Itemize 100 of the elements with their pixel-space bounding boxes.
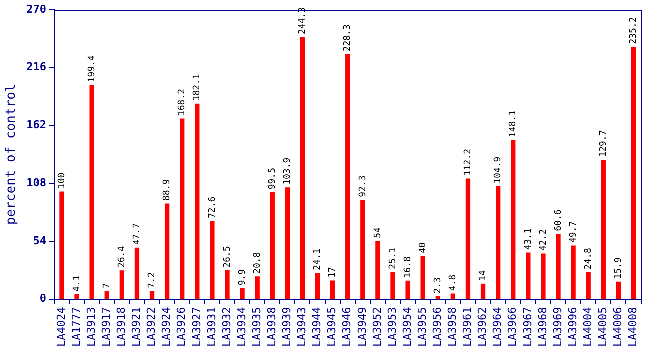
x-tick-label: LA3962 (476, 307, 490, 348)
bar (240, 288, 245, 300)
data-label: 104.9 (494, 156, 504, 184)
x-tick-label: LA3968 (536, 307, 550, 348)
bar (616, 282, 622, 300)
data-label: 17 (328, 267, 338, 278)
bar (180, 118, 185, 300)
data-label: 92.3 (358, 176, 368, 198)
data-label: 43.1 (524, 228, 534, 250)
x-tick-label: LA3958 (446, 307, 460, 348)
data-label: 168.2 (178, 88, 188, 116)
data-label: 24.8 (584, 248, 594, 270)
x-tick-label: LA3924 (160, 306, 174, 348)
bar (406, 280, 410, 300)
y-tick-label: 0 (40, 292, 46, 306)
x-tick-label: LA3935 (250, 307, 264, 348)
bar (300, 37, 306, 300)
x-tick-label: LA3913 (84, 307, 98, 348)
data-label: 129.7 (598, 130, 609, 158)
x-tick-label: LA3955 (416, 307, 429, 348)
data-label: 7.2 (148, 272, 158, 289)
data-label: 26.4 (118, 246, 128, 268)
x-tick-label: LA3943 (296, 307, 309, 348)
bar (164, 204, 170, 300)
bar (541, 254, 546, 300)
x-tick-label: LA4008 (626, 307, 640, 348)
x-tick-label: LA3954 (400, 306, 414, 348)
data-label: 20.8 (252, 252, 263, 274)
y-tick-label: 54 (33, 234, 47, 248)
data-label: 24.1 (313, 248, 324, 270)
data-label: 88.9 (162, 179, 173, 202)
data-label: 244.3 (298, 7, 308, 35)
x-tick-label: LA3996 (566, 307, 580, 348)
data-label: 26.5 (222, 246, 233, 268)
bar (450, 294, 456, 300)
x-tick-label: LA3932 (220, 307, 234, 348)
data-label: 4.8 (448, 274, 459, 292)
x-tick-label: LA3949 (356, 307, 369, 348)
bar (526, 252, 531, 300)
x-tick-label: LA3931 (205, 307, 218, 348)
x-tick-label: LA3918 (115, 307, 128, 348)
bar (480, 284, 486, 300)
data-label: 49.7 (568, 221, 579, 244)
data-label: 40 (418, 242, 428, 254)
bar (255, 276, 260, 300)
bar (571, 246, 576, 300)
x-tick-label: LA3956 (431, 307, 444, 348)
bar (195, 104, 200, 300)
bar (586, 272, 591, 300)
bar (74, 294, 80, 300)
bar (120, 270, 125, 300)
bar (285, 188, 290, 300)
bar (631, 46, 636, 300)
x-tick-label: LA3934 (235, 306, 248, 348)
x-tick-label: LA3926 (175, 307, 188, 348)
data-label: 7 (102, 283, 112, 289)
bar (556, 234, 561, 300)
x-tick-label: LA3917 (100, 307, 113, 348)
x-tick-label: LA3952 (370, 307, 384, 348)
x-tick-label: LA1777 (70, 307, 83, 348)
data-label: 2.3 (433, 278, 444, 294)
x-tick-label: LA3938 (265, 307, 278, 348)
data-label: 99.5 (268, 168, 278, 190)
x-tick-label: LA3969 (551, 307, 564, 348)
bar (225, 270, 230, 300)
bar (270, 192, 275, 300)
bar (210, 221, 215, 300)
x-tick-label: LA3945 (326, 307, 339, 348)
bar (150, 291, 155, 300)
bar (90, 85, 94, 300)
bar (390, 272, 396, 300)
bar (436, 296, 440, 300)
data-label: 199.4 (87, 56, 98, 83)
bar (420, 256, 426, 300)
x-tick-label: LA4006 (612, 307, 625, 348)
bar (360, 200, 366, 300)
bar (511, 140, 516, 300)
data-label: 148.1 (508, 110, 519, 138)
x-tick-label: LA4005 (596, 307, 610, 348)
bar (330, 280, 336, 300)
data-label: 54 (373, 228, 384, 238)
y-tick-label: 108 (26, 176, 46, 190)
data-label: 16.8 (403, 256, 414, 278)
x-tick-label: LA3946 (340, 307, 354, 348)
x-tick-label: LA4004 (581, 306, 594, 348)
x-tick-label: LA3944 (310, 306, 324, 348)
data-label: 112.2 (464, 148, 474, 176)
bar (346, 54, 350, 300)
y-tick-label: 162 (26, 118, 46, 132)
data-label: 100 (57, 172, 68, 190)
bar (134, 248, 140, 300)
data-label: 15.9 (614, 258, 624, 280)
data-label: 25.1 (388, 248, 398, 270)
x-tick-label: LA3953 (386, 307, 399, 348)
y-axis-title: percent of control (4, 84, 20, 226)
bar (60, 192, 64, 300)
x-tick-label: LA3966 (506, 307, 520, 348)
bar (376, 241, 380, 300)
x-tick-label: LA3964 (491, 306, 504, 348)
x-tick-label: LA3921 (130, 307, 144, 348)
